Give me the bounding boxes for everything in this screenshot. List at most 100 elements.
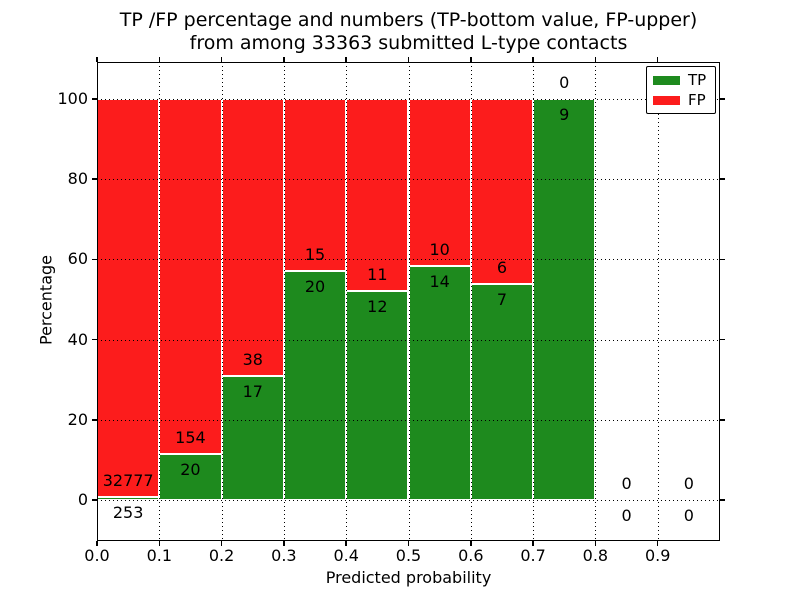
x-tick-label: 0.9 — [644, 546, 671, 565]
tp-count-label: 17 — [242, 382, 263, 402]
y-tick-mark — [720, 338, 725, 341]
y-tick-label: 80 — [67, 169, 88, 189]
chart-title-line1: TP /FP percentage and numbers (TP-bottom… — [119, 9, 698, 31]
fp-count-label: 15 — [304, 244, 326, 264]
fp-count-label: 32777 — [102, 470, 154, 490]
v-gridline — [159, 62, 161, 541]
v-gridline — [533, 62, 535, 541]
x-tick-label: 0.3 — [271, 546, 297, 565]
y-tick-mark — [92, 419, 97, 421]
fp-count-label: 0 — [683, 474, 694, 493]
x-tick-mark — [345, 541, 347, 546]
legend-label-tp: TP — [688, 71, 707, 89]
y-tick-mark — [92, 258, 97, 261]
x-axis-label: Predicted probability — [325, 568, 492, 587]
v-gridline — [595, 62, 597, 541]
v-gridline — [470, 62, 472, 541]
tp-count-label: 14 — [429, 272, 450, 292]
x-tick-label: 0.7 — [520, 546, 546, 565]
y-tick-mark — [92, 98, 97, 100]
x-tick-mark — [283, 57, 285, 62]
x-tick-mark — [594, 57, 597, 62]
fp-swatch-icon — [653, 95, 680, 105]
tp-count-label: 0 — [683, 506, 694, 525]
tp-count-label: 20 — [180, 459, 201, 479]
tp-swatch-icon — [653, 75, 680, 85]
v-gridline — [408, 62, 410, 541]
fp-count-label: 0 — [559, 73, 570, 92]
x-tick-mark — [158, 57, 161, 62]
fp-count-label: 154 — [175, 427, 206, 447]
y-tick-label: 60 — [67, 249, 88, 269]
bar-segment-tp — [408, 266, 471, 500]
x-tick-label: 0.0 — [84, 546, 110, 565]
bar-segment-tp — [159, 453, 222, 500]
x-tick-mark — [407, 57, 410, 62]
x-tick-mark — [96, 541, 98, 546]
fp-count-label: 11 — [367, 264, 388, 284]
y-tick-mark — [92, 338, 97, 341]
x-tick-mark — [656, 57, 659, 62]
x-tick-mark — [470, 57, 472, 62]
y-tick-label: 100 — [57, 89, 88, 108]
fp-count-label: 0 — [621, 474, 632, 493]
y-tick-mark — [92, 499, 97, 501]
x-tick-label: 0.4 — [333, 546, 359, 565]
bar-segment-fp — [221, 99, 284, 377]
bar-segment-tp — [533, 99, 596, 500]
y-tick-label: 40 — [67, 329, 88, 349]
fp-count-label: 38 — [242, 350, 263, 370]
tp-count-label: 20 — [304, 276, 326, 296]
bar-segment-fp — [97, 99, 160, 497]
plot-area: 32777 253 154 20 38 17 15 20 11 12 10 14 6 7 0 9 0 0 0 0 — [92, 57, 725, 546]
x-tick-mark — [532, 541, 534, 546]
tp-count-label: 0 — [621, 506, 632, 525]
bar-segment-tp — [470, 284, 534, 500]
bar-segment-fp — [470, 99, 534, 285]
bar-segment-fp — [283, 99, 347, 271]
x-tick-label: 0.1 — [146, 546, 173, 565]
x-tick-mark — [158, 541, 161, 546]
y-tick-mark — [720, 258, 725, 261]
chart-title-line2: from among 33363 submitted L-type contac… — [189, 32, 628, 54]
y-tick-mark — [720, 98, 725, 100]
x-tick-mark — [656, 541, 659, 546]
tp-count-label: 12 — [367, 296, 388, 316]
x-tick-mark — [532, 57, 534, 62]
legend-item-tp: TP — [653, 72, 715, 88]
x-tick-mark — [470, 541, 472, 546]
y-tick-mark — [720, 178, 725, 180]
y-tick-label: 20 — [67, 409, 88, 429]
x-tick-mark — [283, 541, 285, 546]
v-gridline — [346, 62, 348, 541]
x-tick-mark — [407, 541, 410, 546]
bar-segment-tp — [283, 270, 347, 500]
tp-count-label: 9 — [559, 105, 570, 124]
y-tick-mark — [92, 178, 97, 180]
chart-title: TP /FP percentage and numbers (TP-bottom… — [97, 9, 720, 55]
bar-segment-fp — [346, 99, 409, 291]
x-tick-label: 0.8 — [582, 546, 609, 565]
x-tick-mark — [594, 541, 597, 546]
x-tick-label: 0.2 — [208, 546, 235, 565]
x-tick-mark — [345, 57, 347, 62]
fp-count-label: 6 — [496, 258, 508, 278]
x-tick-mark — [220, 541, 223, 546]
tp-count-label: 253 — [112, 502, 144, 522]
x-tick-mark — [220, 57, 223, 62]
bar-segment-tp — [221, 376, 284, 500]
y-tick-mark — [720, 419, 725, 421]
v-gridline — [283, 62, 285, 541]
v-gridline — [657, 62, 659, 541]
legend-label-fp: FP — [688, 91, 706, 109]
y-tick-label: 0 — [77, 490, 88, 509]
bar-segment-tp — [346, 290, 409, 500]
x-tick-mark — [96, 57, 98, 62]
x-tick-label: 0.5 — [395, 546, 422, 565]
bar-segment-fp — [159, 99, 222, 454]
legend: TP FP — [646, 66, 716, 114]
v-gridline — [221, 62, 223, 541]
y-tick-mark — [720, 499, 725, 501]
fp-count-label: 10 — [429, 240, 450, 260]
